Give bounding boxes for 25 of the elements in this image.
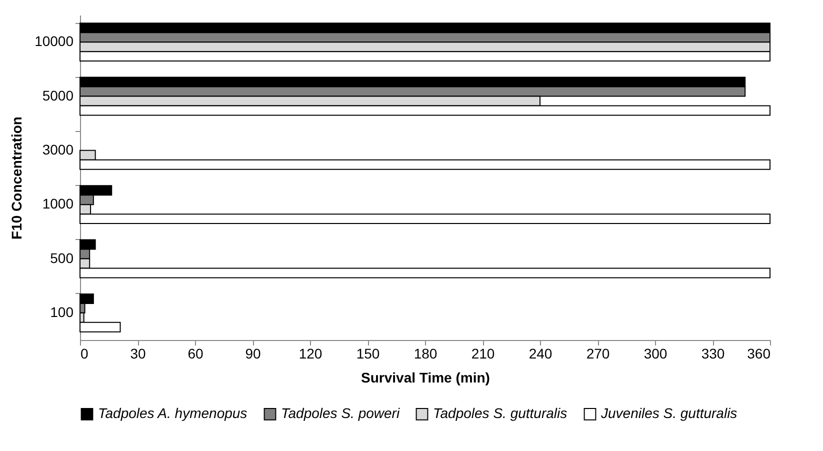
y-axis-title: F10 Concentration (8, 116, 25, 240)
legend-label: Juveniles S. gutturalis (600, 405, 738, 422)
x-tick-label: 0 (80, 346, 88, 362)
y-tick-label: 10000 (34, 33, 74, 50)
y-tick-label: 1000 (42, 196, 74, 212)
legend-label: Tadpoles A. hymenopus (98, 405, 248, 422)
x-tick-label: 360 (747, 346, 771, 362)
x-tick-label: 300 (644, 346, 668, 362)
x-tick-label: 210 (471, 346, 495, 362)
y-tick-label: 3000 (42, 141, 74, 158)
y-tick-label: 500 (50, 250, 74, 266)
y-tick-label: 100 (50, 304, 74, 320)
x-tick-label: 60 (188, 346, 204, 362)
x-tick-label: 240 (528, 346, 552, 362)
x-tick-label: 330 (701, 346, 725, 362)
x-axis-title: Survival Time (min) (361, 370, 490, 386)
legend-label: Tadpoles S. gutturalis (433, 405, 568, 422)
x-tick-label: 180 (414, 346, 438, 362)
legend-label: Tadpoles S. poweri (281, 405, 400, 422)
y-tick-label: 5000 (42, 87, 74, 104)
x-tick-label: 30 (130, 346, 146, 362)
x-tick-label: 270 (586, 346, 610, 362)
x-tick-label: 120 (298, 346, 322, 362)
x-tick-label: 90 (245, 346, 261, 362)
x-tick-label: 150 (356, 346, 380, 362)
